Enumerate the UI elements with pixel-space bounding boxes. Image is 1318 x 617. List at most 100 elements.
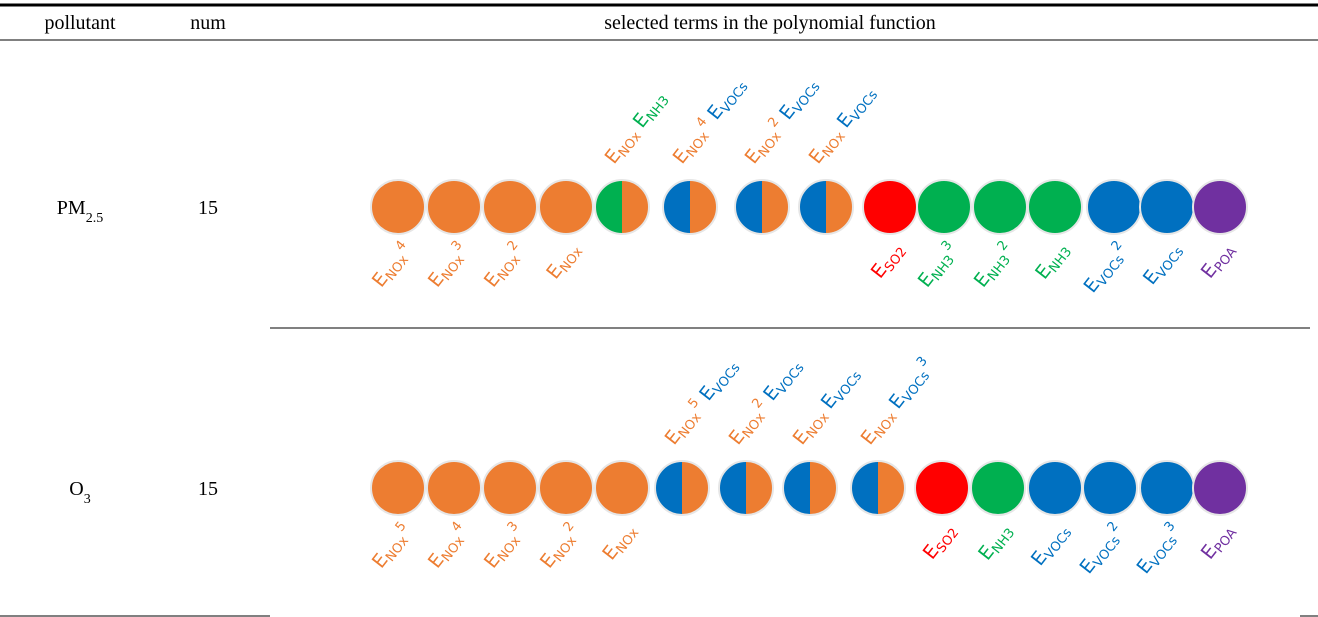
term-circle (914, 460, 970, 516)
pollutant-name: PM (57, 197, 86, 219)
term-subscript: NOx (495, 533, 524, 564)
term-superscript: 3 (449, 238, 466, 254)
term-label: EVOCs (1139, 238, 1188, 290)
term-circle (1086, 179, 1142, 235)
term-superscript: 3 (914, 354, 931, 370)
term-subscript: VOCs (832, 369, 865, 406)
term-circle (1192, 179, 1248, 235)
term-subscript: VOCs (1091, 534, 1124, 571)
term-outline (734, 179, 790, 235)
term-subscript: VOCs (900, 369, 933, 406)
term-half-right (762, 180, 789, 234)
term-outline (782, 460, 838, 516)
pollutant: O3 (69, 478, 90, 507)
term-half-left (735, 180, 762, 234)
term-label: ENOx3 (479, 519, 530, 574)
term-circle (426, 179, 482, 235)
term-label: EVOCs3 (1132, 519, 1188, 580)
term-subscript: NOx (557, 244, 586, 275)
term-label: ENH3 (1031, 239, 1075, 286)
term-subscript: NOx (616, 129, 645, 160)
term-outline (662, 179, 718, 235)
term-circle (482, 460, 538, 516)
term-superscript: 2 (1109, 238, 1126, 254)
term-label: ENOx (598, 519, 642, 566)
term-label: EVOCs2 (1075, 519, 1131, 580)
term-label: ENOxENH3 (601, 87, 673, 170)
term-superscript: 2 (505, 238, 522, 254)
term-superscript: 4 (693, 114, 710, 130)
term-circle (1082, 460, 1138, 516)
term-outline (850, 460, 906, 516)
term-circle (970, 460, 1026, 516)
term-superscript: 2 (561, 519, 578, 535)
term-half-right (682, 461, 709, 515)
term-circle (538, 460, 594, 516)
column-header: num (190, 12, 226, 34)
term-subscript: NH3 (985, 253, 1014, 284)
term-outline (798, 179, 854, 235)
term-label: ENOxEVOCs3 (856, 354, 940, 451)
term-half-right (810, 461, 837, 515)
term-subscript: NH3 (1046, 245, 1075, 276)
term-subscript: NOx (756, 129, 785, 160)
term-half-left (595, 180, 622, 234)
term-label: ENOx2 (479, 238, 530, 293)
term-circle (972, 179, 1028, 235)
term-subscript: NOx (439, 533, 468, 564)
term-circle (426, 460, 482, 516)
term-label: ENOx4 (367, 238, 418, 293)
term-label: ENH3 (974, 520, 1018, 567)
term-superscript: 2 (1105, 519, 1122, 535)
term-label: ENOx4 (423, 519, 474, 574)
term-label: EVOCs (1027, 519, 1076, 571)
term-superscript: 2 (749, 395, 766, 411)
term-subscript: VOCs (1042, 525, 1075, 562)
term-label: ENOx5 (367, 519, 418, 574)
term-circle (1139, 179, 1195, 235)
term-label: ENOx3 (423, 238, 474, 293)
term-subscript: NH3 (989, 526, 1018, 557)
pollutant-name: O (69, 478, 83, 500)
term-subscript: VOCs (790, 80, 823, 117)
term-circle (1139, 460, 1195, 516)
pollutant-subscript: 2.5 (86, 211, 104, 226)
term-circle (538, 179, 594, 235)
term-subscript: NOx (495, 252, 524, 283)
pollutant: PM2.5 (57, 197, 103, 226)
term-label: ENOx (542, 238, 586, 285)
term-subscript: NH3 (644, 93, 673, 124)
term-half-left (783, 461, 810, 515)
column-header: pollutant (44, 12, 116, 34)
term-label: ENH32 (969, 238, 1020, 293)
term-subscript: NOx (820, 129, 849, 160)
term-label: EPOA (1197, 519, 1241, 565)
term-label: ESO2 (867, 239, 910, 285)
term-circle (1027, 179, 1083, 235)
term-superscript: 5 (393, 519, 410, 535)
term-half-right (878, 461, 905, 515)
term-superscript: 3 (505, 519, 522, 535)
term-circle (916, 179, 972, 235)
term-subscript: NOx (804, 410, 833, 441)
term-subscript: VOCs (774, 361, 807, 398)
term-half-right (690, 180, 717, 234)
term-superscript: 3 (939, 238, 956, 254)
term-subscript: NOx (676, 410, 705, 441)
term-circle (370, 179, 426, 235)
term-subscript: NOx (383, 533, 412, 564)
term-subscript: NOx (613, 525, 642, 556)
term-circle (594, 460, 650, 516)
term-subscript: NOx (740, 410, 769, 441)
term-superscript: 3 (1162, 519, 1179, 535)
term-subscript: NOx (383, 252, 412, 283)
term-half-right (622, 180, 649, 234)
term-circle (370, 460, 426, 516)
term-half-left (663, 180, 690, 234)
term-label: ESO2 (919, 520, 962, 566)
term-superscript: 2 (765, 114, 782, 130)
term-circle (1192, 460, 1248, 516)
term-subscript: NH3 (929, 253, 958, 284)
term-circle (482, 179, 538, 235)
num: 15 (198, 478, 218, 500)
